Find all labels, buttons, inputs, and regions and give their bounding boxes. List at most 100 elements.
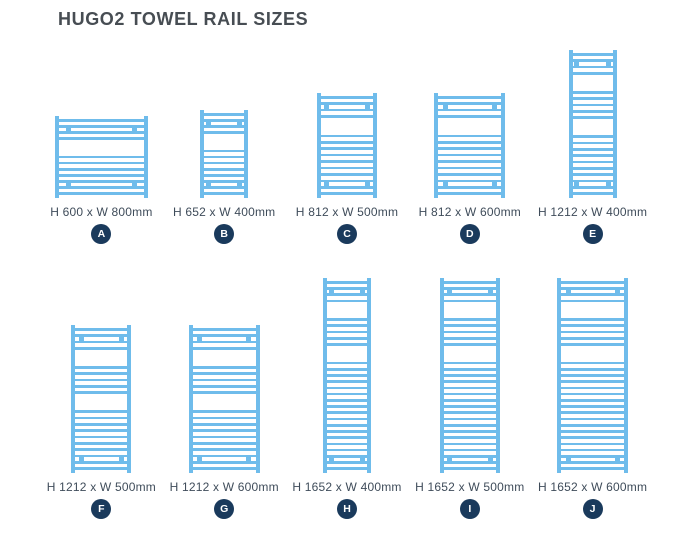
badge-letter: C [343, 228, 351, 240]
rail-bar [322, 423, 371, 427]
rail-bar [434, 192, 506, 195]
rail-bar [316, 185, 377, 189]
mounting-bracket [205, 182, 211, 187]
rail-bar [557, 399, 629, 402]
rail-bar [71, 340, 132, 344]
rail-bar [568, 91, 617, 94]
rail-post [200, 110, 205, 198]
rail-bar [200, 180, 249, 183]
rail-area [439, 277, 500, 473]
rail-bar [188, 334, 260, 337]
rail-bar [54, 192, 148, 195]
rail-bar [557, 318, 629, 321]
rail-bar [557, 442, 629, 446]
towel-rail-item: H 600 x W 800mm A [40, 48, 163, 244]
mounting-bracket [360, 289, 366, 294]
badge-letter: J [589, 503, 596, 515]
mounting-bracket [324, 105, 330, 110]
mounting-bracket [491, 105, 497, 110]
rail-bar [316, 147, 377, 150]
rail-bar [439, 380, 500, 383]
rail-bar [188, 340, 260, 344]
rail-bar [54, 155, 148, 159]
rail-bar [322, 293, 371, 297]
rail-bar [557, 287, 629, 290]
rail-bar [71, 435, 132, 439]
towel-rail-item: H 1212 x W 400mm E [531, 48, 654, 244]
towel-rail-diagram [557, 278, 629, 473]
rail-bar [188, 429, 260, 432]
rail-bar [322, 417, 371, 421]
rail-bar [316, 115, 377, 118]
rail-bar [568, 65, 617, 69]
rail-bar [71, 366, 132, 369]
rail-bar [434, 140, 506, 144]
rail-area [434, 48, 506, 198]
towel-rail-item: H 1652 x W 400mm H [286, 277, 409, 519]
rail-bar [557, 367, 629, 371]
mounting-bracket [78, 336, 84, 341]
rail-bar [568, 154, 617, 157]
rail-bar [434, 153, 506, 157]
rail-bar [557, 417, 629, 421]
mounting-bracket [131, 182, 137, 187]
rail-bar [439, 386, 500, 390]
rail-bar [54, 137, 148, 140]
mounting-bracket [66, 127, 72, 132]
rail-post [71, 325, 76, 473]
mounting-bracket [574, 182, 580, 187]
mounting-bracket [237, 121, 243, 126]
mounting-bracket [487, 457, 493, 462]
rail-bar [557, 405, 629, 408]
rail-bar [322, 405, 371, 408]
mounting-bracket [246, 336, 252, 341]
rail-bar [322, 361, 371, 365]
rail-bar [322, 448, 371, 452]
rail-bar [568, 135, 617, 138]
size-label: H 1212 x W 400mm [537, 205, 648, 219]
rail-bar [188, 435, 260, 439]
page-title: HUGO2 TOWEL RAIL SIZES [58, 9, 309, 29]
rail-area [200, 48, 249, 198]
rail-bar [188, 410, 260, 413]
rail-bar [557, 386, 629, 390]
mounting-bracket [442, 105, 448, 110]
rail-bar [322, 399, 371, 402]
rail-bar [439, 392, 500, 396]
rail-bar [557, 392, 629, 396]
rail-bar [568, 116, 617, 119]
rail-bar [439, 448, 500, 452]
letter-badge: J [582, 499, 603, 519]
towel-rail-item: H 1212 x W 600mm G [163, 277, 286, 519]
towel-rail-item: H 1652 x W 500mm I [408, 277, 531, 519]
rail-bar [557, 423, 629, 427]
rail-bar [316, 108, 377, 112]
rail-post [372, 93, 377, 198]
mounting-bracket [119, 336, 125, 341]
rail-bar [316, 192, 377, 195]
rail-bar [322, 367, 371, 371]
mounting-bracket [205, 121, 211, 126]
rail-bar [54, 186, 148, 189]
mounting-bracket [364, 105, 370, 110]
rail-bar [439, 411, 500, 415]
size-label: H 600 x W 800mm [50, 205, 153, 219]
rail-bar [557, 411, 629, 415]
rail-bar [200, 113, 249, 116]
mounting-bracket [328, 457, 334, 462]
rail-bar [434, 147, 506, 150]
rail-bar [557, 343, 629, 346]
rail-bar [188, 442, 260, 445]
rail-bar [557, 299, 629, 303]
rail-bar [322, 380, 371, 383]
rail-bar [316, 160, 377, 163]
letter-badge: E [582, 224, 603, 244]
mounting-bracket [605, 61, 611, 66]
letter-badge: G [214, 499, 235, 519]
rail-bar [200, 131, 249, 134]
letter-badge: D [459, 224, 480, 244]
rail-bar [322, 287, 371, 290]
towel-rail-item: H 1652 x W 600mm J [531, 277, 654, 519]
rail-bar [322, 454, 371, 458]
rail-bar [188, 391, 260, 394]
